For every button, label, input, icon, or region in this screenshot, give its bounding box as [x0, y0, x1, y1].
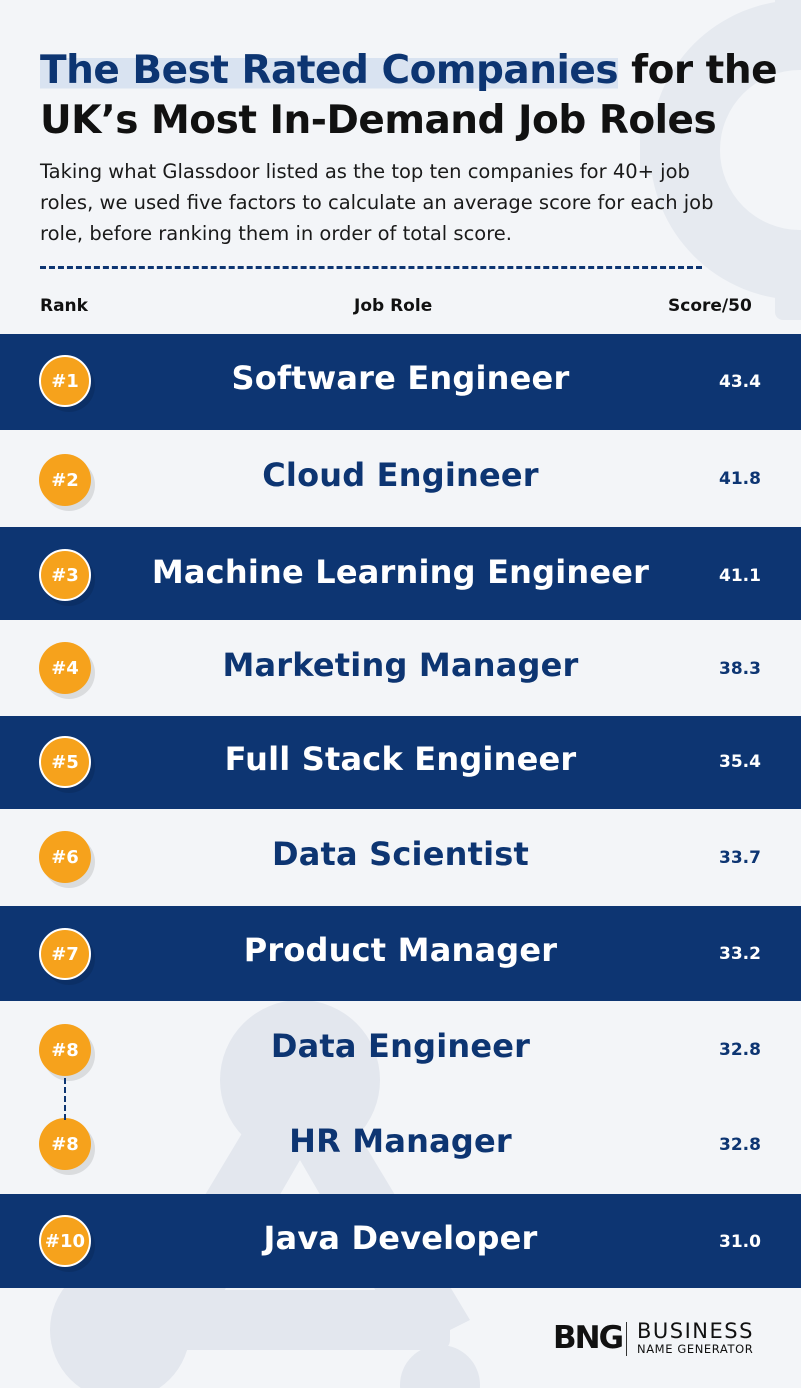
logo-line-2: NAME GENERATOR — [637, 1342, 754, 1356]
job-role: Full Stack Engineer — [224, 740, 577, 778]
job-role: Product Manager — [243, 931, 558, 969]
rank-badge: #3 — [39, 549, 91, 601]
header-job-role: Job Role — [354, 296, 433, 316]
rank-badge: #8 — [39, 1118, 91, 1170]
job-role: Data Scientist — [271, 835, 530, 873]
dashed-divider — [40, 266, 702, 269]
header-score: Score/50 — [668, 296, 752, 316]
job-role: Java Developer — [263, 1219, 538, 1257]
score-value: 35.4 — [719, 752, 761, 772]
title-highlight: The Best Rated Companies — [40, 48, 619, 93]
table-row: #8 Data Engineer 32.8 — [0, 1001, 801, 1097]
logo-line-1: BUSINESS — [637, 1319, 754, 1343]
table-row: #10 Java Developer 31.0 — [0, 1194, 801, 1288]
rank-badge: #7 — [39, 928, 91, 980]
table-row: #4 Marketing Manager 38.3 — [0, 620, 801, 716]
score-value: 31.0 — [719, 1232, 761, 1252]
rank-badge: #2 — [39, 454, 91, 506]
job-role: Software Engineer — [231, 359, 570, 397]
score-value: 43.4 — [719, 372, 761, 392]
score-value: 41.8 — [719, 469, 761, 489]
rank-badge: #8 — [39, 1024, 91, 1076]
tie-connector-line — [64, 1078, 66, 1120]
job-role: Data Engineer — [270, 1027, 531, 1065]
table-row: #2 Cloud Engineer 41.8 — [0, 430, 801, 527]
score-value: 33.2 — [719, 944, 761, 964]
logo-separator — [626, 1322, 627, 1356]
logo-mark: BNG — [553, 1320, 624, 1356]
page-title: The Best Rated Companies for the UK’s Mo… — [40, 46, 780, 146]
table-row: #5 Full Stack Engineer 35.4 — [0, 716, 801, 809]
rank-badge: #5 — [39, 736, 91, 788]
title-rest: for the UK’s Most In-Demand Job Roles — [40, 48, 778, 143]
table-row: #3 Machine Learning Engineer 41.1 — [0, 527, 801, 620]
subtitle: Taking what Glassdoor listed as the top … — [40, 160, 714, 245]
score-value: 41.1 — [719, 566, 761, 586]
table-row: #8 HR Manager 32.8 — [0, 1097, 801, 1194]
job-role: Machine Learning Engineer — [151, 553, 650, 591]
header-rank: Rank — [40, 296, 88, 316]
rank-badge: #10 — [39, 1215, 91, 1267]
job-role: HR Manager — [289, 1122, 512, 1160]
score-value: 38.3 — [719, 659, 761, 679]
score-value: 33.7 — [719, 848, 761, 868]
rank-badge: #1 — [39, 355, 91, 407]
job-role: Cloud Engineer — [262, 456, 539, 494]
job-role: Marketing Manager — [222, 646, 579, 684]
score-value: 32.8 — [719, 1040, 761, 1060]
table-row: #1 Software Engineer 43.4 — [0, 334, 801, 430]
table-row: #6 Data Scientist 33.7 — [0, 809, 801, 906]
score-value: 32.8 — [719, 1135, 761, 1155]
table-row: #7 Product Manager 33.2 — [0, 906, 801, 1001]
rank-badge: #4 — [39, 642, 91, 694]
rank-badge: #6 — [39, 831, 91, 883]
